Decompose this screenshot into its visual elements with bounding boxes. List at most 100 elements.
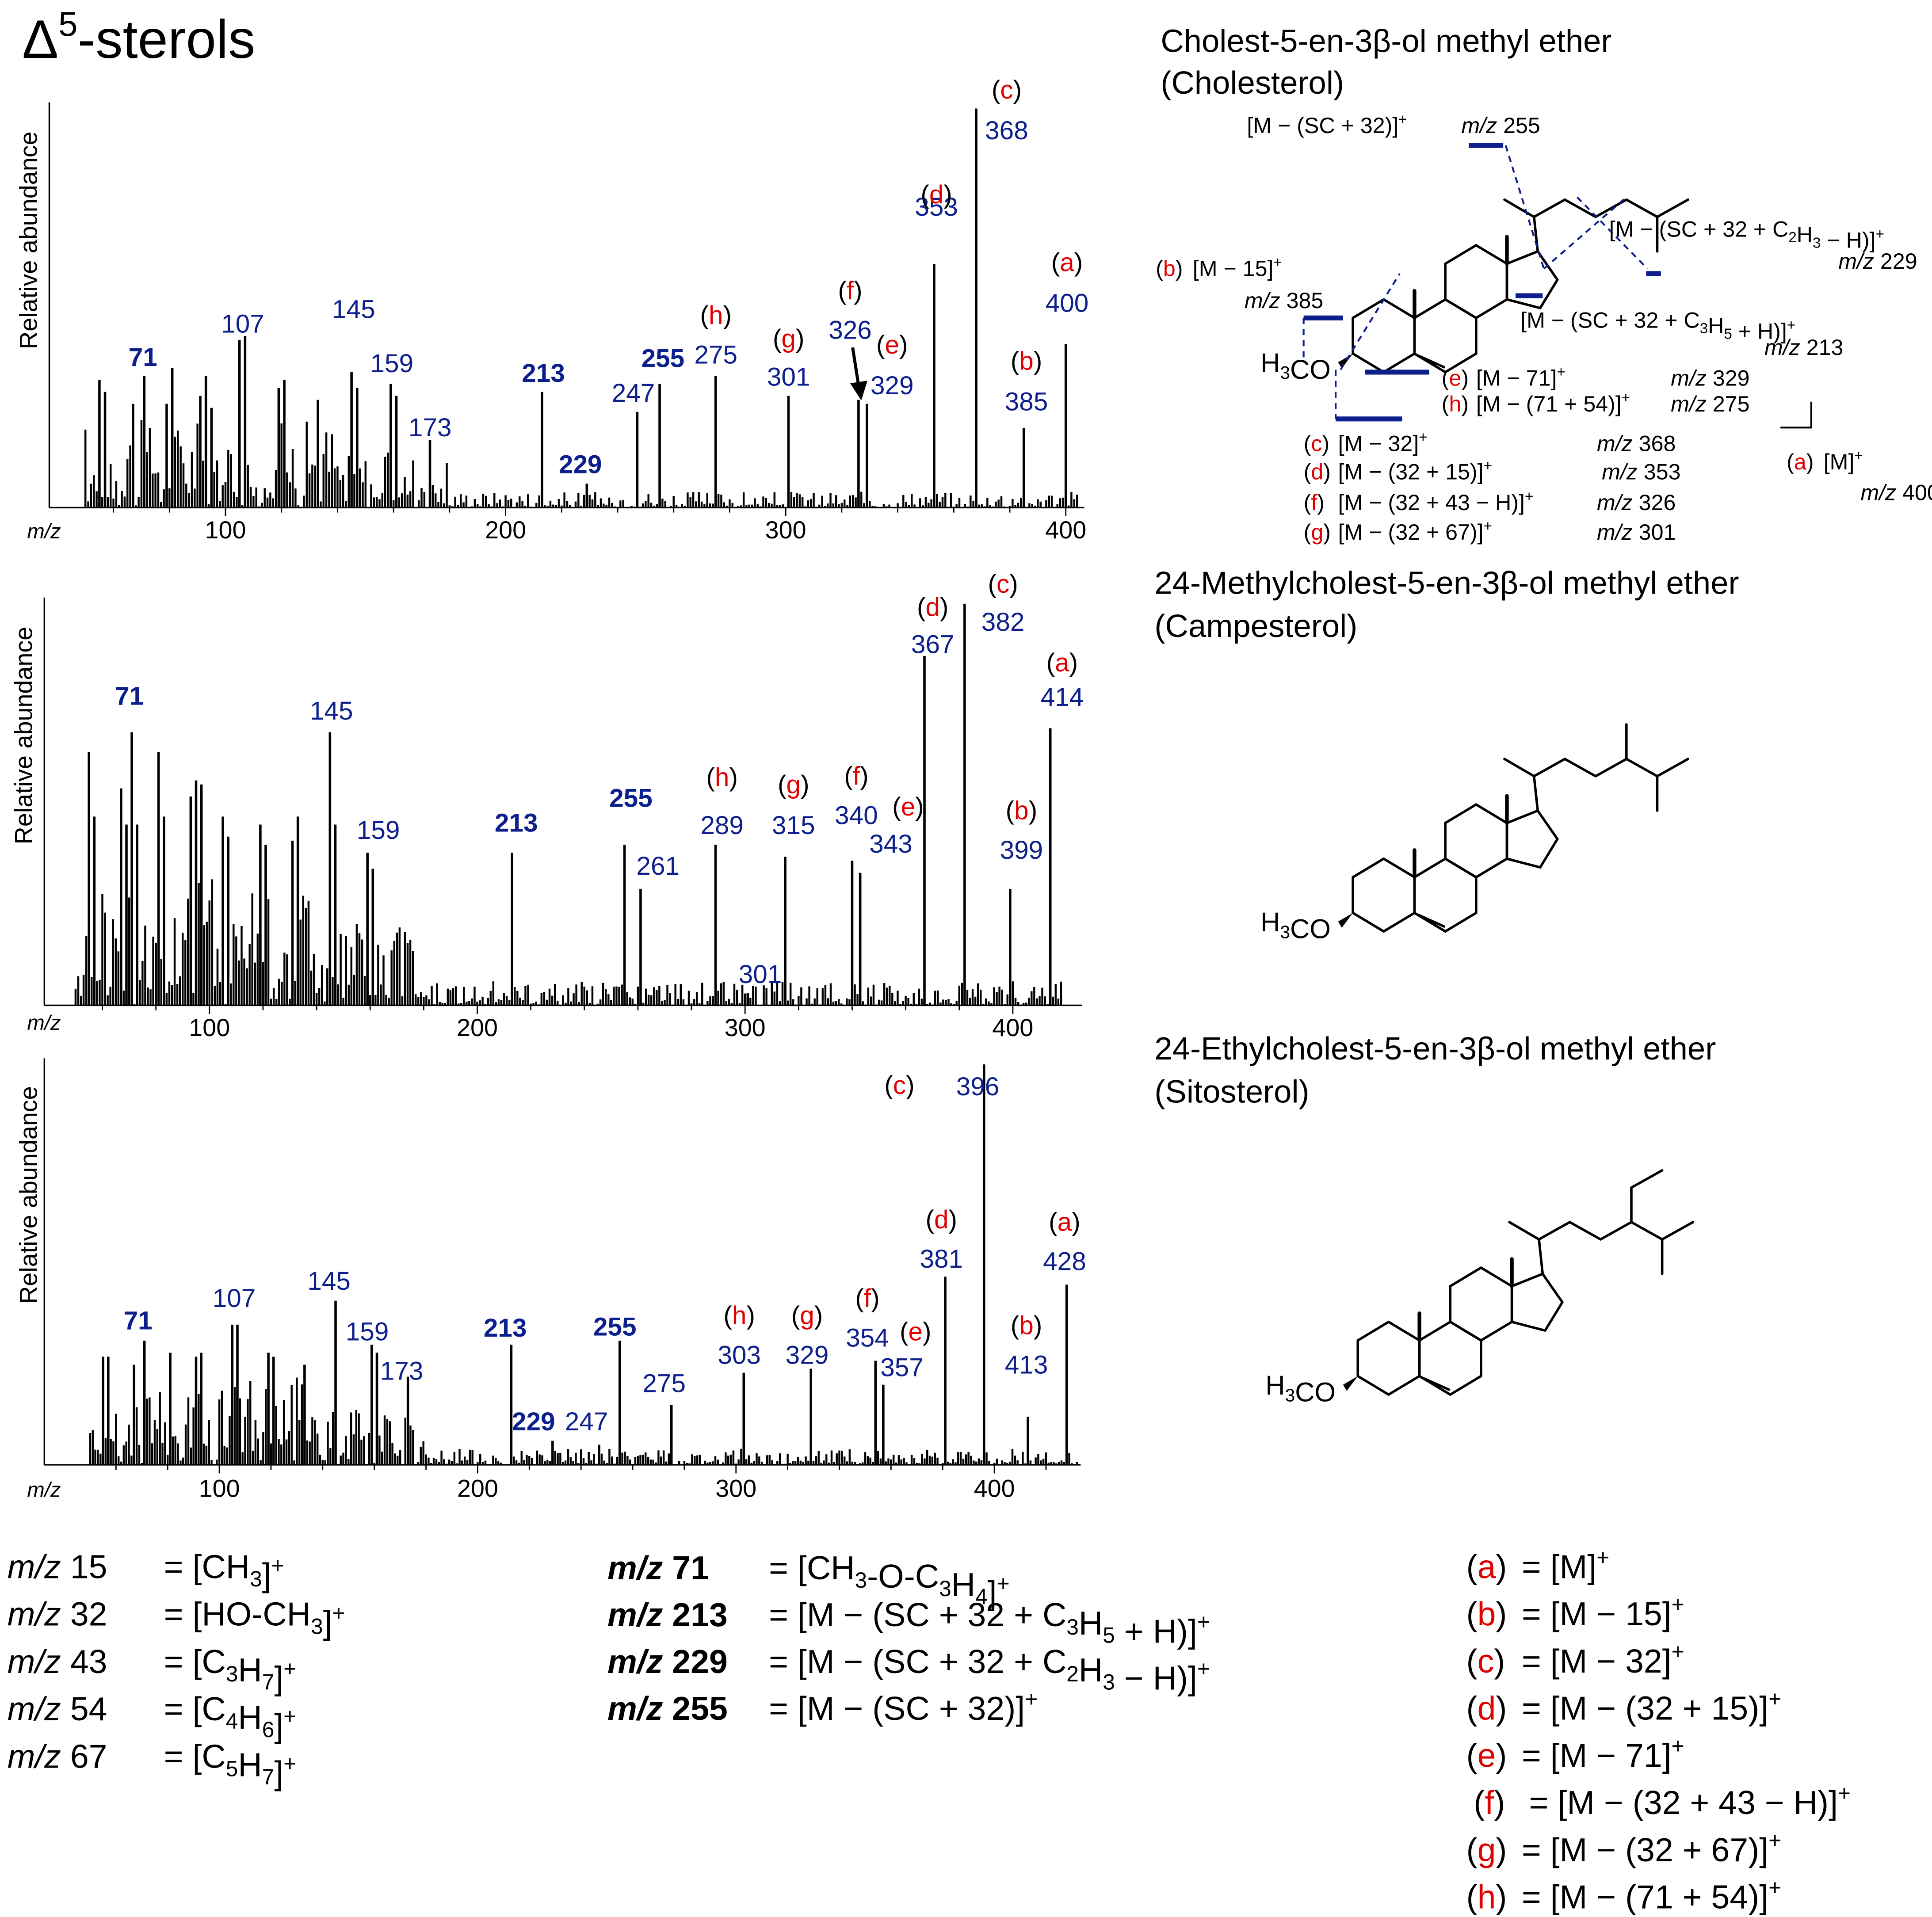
bond: [1539, 838, 1559, 869]
bond: [1352, 298, 1385, 320]
bond: [1503, 198, 1535, 218]
annotation-229-mz: m/z 229: [1838, 249, 1917, 274]
fragment-letter-label: (h): [723, 1301, 755, 1330]
bond: [1533, 758, 1566, 777]
fragment-letter-label: (b): [1006, 797, 1038, 825]
compound-name-3: 24-Ethylcholest-5-en-3β-ol methyl ether: [1154, 1031, 1716, 1067]
fragment-letter-label: (g): [1304, 520, 1331, 545]
bond: [1544, 1301, 1564, 1332]
bond: [1475, 244, 1508, 265]
annotation-a-letter: (a): [1787, 450, 1814, 474]
bond: [1536, 809, 1559, 840]
legend-right-letter: (b): [1466, 1595, 1507, 1632]
bracket-mark: [1780, 401, 1812, 429]
bond: [1538, 1238, 1544, 1275]
cleavage-line: [1340, 273, 1401, 370]
fragmentation-annotations: [M − (SC + 32)]+ m/z 255 [M − (SC + 32 + C…: [1156, 111, 1932, 545]
fragment-letter-label: (a): [1051, 248, 1083, 277]
bond: [1413, 857, 1447, 879]
fragment-letter-label: (b): [1011, 1311, 1042, 1340]
fragment-letter-label: (e): [900, 1317, 932, 1346]
legend-left-ion: = [HO-CH3]+: [164, 1596, 345, 1641]
legend-right-letter: (f): [1474, 1784, 1505, 1821]
bond: [1656, 758, 1689, 777]
bond: [1625, 198, 1659, 218]
bond: [1444, 803, 1478, 824]
x-tick-label: 300: [715, 1475, 756, 1502]
fragment-letter-label: (h): [706, 763, 738, 792]
fragment-letter-label: (g): [778, 770, 809, 799]
y-axis-label: Relative abundance: [15, 131, 42, 349]
peak-label: 275: [642, 1369, 686, 1398]
x-tick-label: 200: [457, 1014, 498, 1041]
fragment-letter-label: (d): [925, 1205, 957, 1234]
legend-key-ions: m/z 71 = [CH3-O-C3H4]+ m/z 213 = [M − (SC +…: [607, 1549, 1210, 1727]
peak-label: 301: [767, 363, 810, 392]
legend-mid-mz: m/z 213: [607, 1596, 728, 1633]
legend-right-ion: = [M]+: [1522, 1545, 1609, 1585]
bond: [1444, 352, 1478, 373]
legend-left-mz: m/z 15: [8, 1548, 107, 1585]
bond: [1505, 298, 1542, 309]
peak-label: 247: [612, 379, 655, 408]
fragment-letter-label: (c): [992, 76, 1022, 104]
peak-label: 343: [869, 830, 913, 858]
compound-common-3: (Sitosterol): [1154, 1074, 1309, 1110]
pointer-arrow-head: [850, 381, 868, 400]
legend-right-letter: (d): [1466, 1690, 1507, 1727]
wedge-bond: [1338, 354, 1353, 369]
bond: [1382, 857, 1416, 879]
annotation-a-mz: m/z 400: [1860, 480, 1932, 505]
bond: [1505, 857, 1542, 869]
methoxy-label: H3CO: [1260, 347, 1331, 385]
bond: [1568, 1221, 1602, 1241]
cleavage-line: [1543, 196, 1627, 270]
bond: [1539, 278, 1559, 309]
bond: [1387, 1375, 1421, 1396]
x-tick-label: 100: [205, 516, 246, 544]
annotation-b-mz: m/z 385: [1245, 288, 1323, 313]
peak-label: 261: [636, 852, 680, 880]
fragment-letter-label: (f): [855, 1284, 879, 1313]
bond: [1538, 1221, 1571, 1241]
y-axis-label: Relative abundance: [10, 627, 37, 845]
bond: [1533, 775, 1539, 812]
peak-label: 71: [115, 682, 144, 710]
legend-mid-mz: m/z 71: [607, 1549, 709, 1586]
bond: [1630, 1221, 1664, 1241]
annotation-255: [M − (SC + 32)]+: [1247, 111, 1407, 138]
bond: [1418, 914, 1446, 928]
bond: [1444, 244, 1478, 265]
peak-label: 329: [871, 371, 914, 400]
peak-label: 145: [310, 697, 353, 725]
x-tick-label: 400: [1045, 516, 1086, 544]
peak-label: 303: [718, 1341, 761, 1369]
legend-letter-ions: (a) = [M]+ (b) = [M − 15]+ (c) = [M − 32]+ (d)…: [1466, 1545, 1851, 1915]
spectrum-campesterol: 100 200 300 400 m/z Relative abundance 71 145 15…: [10, 570, 1084, 1041]
bond: [1510, 1320, 1546, 1332]
legend-small-ions: m/z 15 = [CH3]+ m/z 32 = [HO-CH3]+ m/z 43 = […: [8, 1548, 345, 1791]
bond: [1630, 1169, 1664, 1189]
methoxy-label: H3CO: [1265, 1370, 1336, 1407]
bond: [1475, 298, 1508, 320]
annotation-229: [M − (SC + 32 + C2H3 − H)]+: [1609, 217, 1884, 252]
x-axis-label: m/z: [27, 520, 61, 543]
peak-label: 159: [370, 349, 413, 378]
fragment-letter-label: (h): [1442, 392, 1469, 416]
wedge-bond: [1338, 913, 1353, 928]
cleavage-line: [1576, 196, 1648, 270]
bond: [1503, 758, 1535, 777]
x-axis-label: m/z: [27, 1011, 61, 1035]
compound-common-2: (Campesterol): [1154, 608, 1357, 644]
fragment-letter-label: (d): [920, 180, 952, 209]
peak-label: 396: [956, 1072, 1000, 1101]
bond: [1449, 1266, 1482, 1288]
bond: [1475, 857, 1508, 879]
bond: [1599, 1221, 1633, 1241]
fragment-mz: m/z 353: [1602, 459, 1680, 484]
structure-sitosterol: H3CO: [1265, 1169, 1695, 1407]
peak-label: 229: [559, 450, 602, 479]
x-tick-label: 100: [199, 1475, 240, 1502]
peak-label: 213: [522, 359, 565, 388]
bond: [1382, 298, 1416, 320]
